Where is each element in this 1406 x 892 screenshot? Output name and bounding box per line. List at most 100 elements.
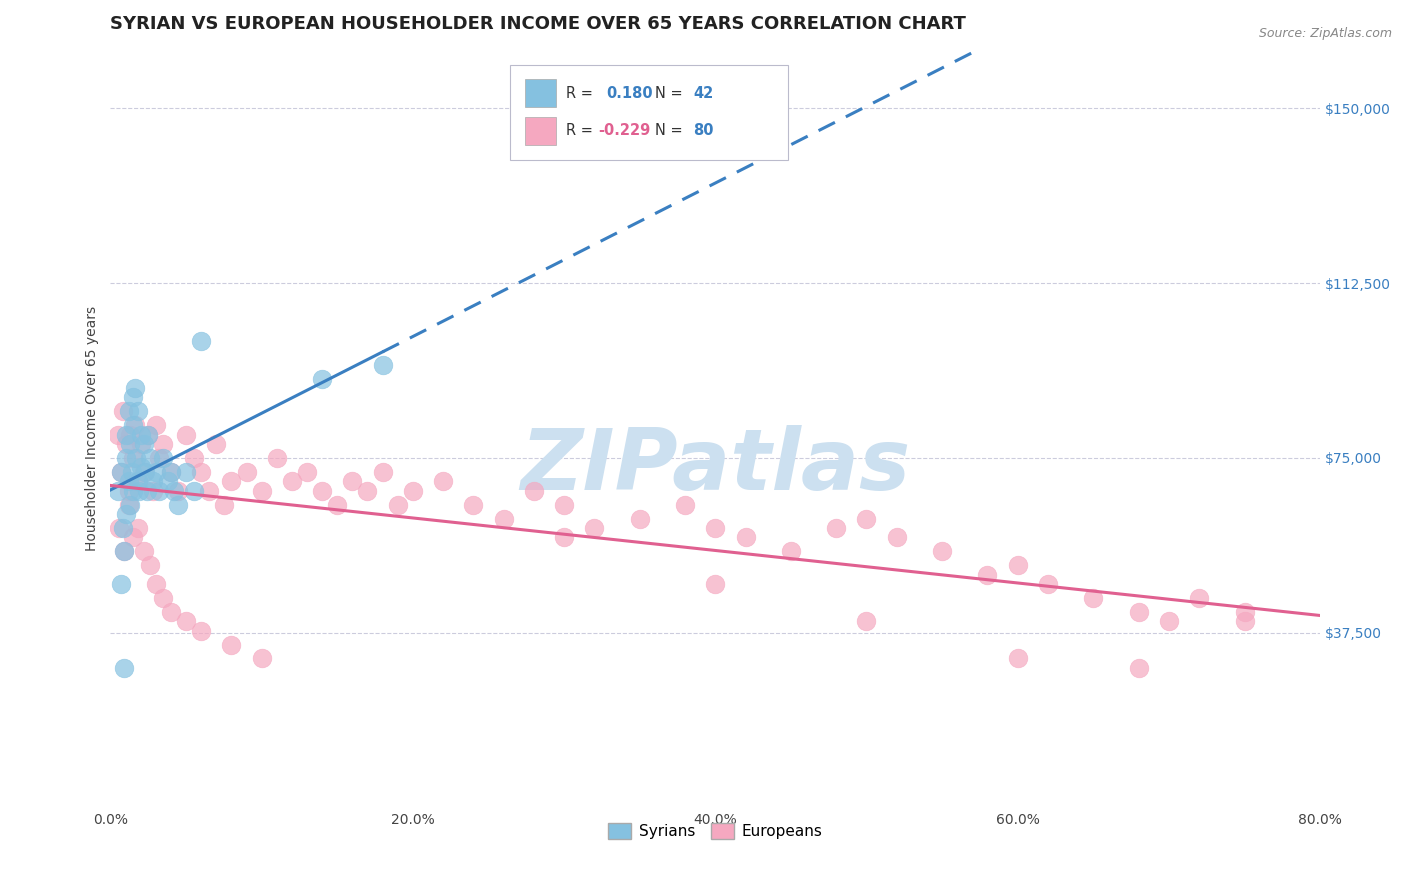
Text: R =: R =	[567, 123, 598, 138]
Point	[142, 483, 165, 498]
Point	[174, 465, 197, 479]
Point	[142, 475, 165, 489]
Point	[1083, 591, 1105, 605]
Point	[117, 475, 139, 489]
Point	[371, 465, 394, 479]
Point	[124, 418, 146, 433]
Point	[432, 475, 454, 489]
Point	[190, 334, 212, 349]
Point	[111, 404, 134, 418]
Point	[326, 498, 349, 512]
Point	[356, 483, 378, 498]
Point	[136, 427, 159, 442]
Point	[1128, 661, 1150, 675]
Point	[931, 544, 953, 558]
Point	[235, 465, 257, 479]
Point	[212, 498, 235, 512]
Point	[110, 465, 132, 479]
Text: N =: N =	[655, 123, 688, 138]
Point	[183, 483, 205, 498]
Point	[129, 437, 152, 451]
Text: 80: 80	[693, 123, 714, 138]
Point	[124, 381, 146, 395]
Point	[114, 437, 136, 451]
Point	[628, 511, 651, 525]
Point	[183, 450, 205, 465]
Point	[114, 427, 136, 442]
Point	[295, 465, 318, 479]
Point	[122, 530, 145, 544]
Point	[122, 418, 145, 433]
Point	[221, 638, 243, 652]
Point	[1233, 614, 1256, 628]
Point	[1188, 591, 1211, 605]
Point	[886, 530, 908, 544]
Point	[734, 530, 756, 544]
Point	[266, 450, 288, 465]
Point	[174, 427, 197, 442]
Point	[120, 437, 142, 451]
Point	[132, 465, 155, 479]
Point	[145, 577, 167, 591]
Text: ZIPatlas: ZIPatlas	[520, 425, 911, 508]
Point	[128, 483, 150, 498]
Point	[152, 450, 174, 465]
Point	[117, 483, 139, 498]
Point	[825, 521, 848, 535]
Point	[129, 427, 152, 442]
Point	[152, 591, 174, 605]
Point	[110, 465, 132, 479]
Point	[673, 498, 696, 512]
Point	[145, 465, 167, 479]
Point	[205, 437, 228, 451]
Point	[1036, 577, 1059, 591]
Point	[190, 465, 212, 479]
Point	[1157, 614, 1180, 628]
Text: 42: 42	[693, 86, 714, 101]
Point	[463, 498, 485, 512]
Point	[1007, 651, 1029, 665]
Point	[152, 437, 174, 451]
Y-axis label: Householder Income Over 65 years: Householder Income Over 65 years	[86, 306, 100, 551]
Point	[145, 418, 167, 433]
Point	[976, 567, 998, 582]
Point	[342, 475, 364, 489]
Point	[1233, 605, 1256, 619]
Point	[122, 390, 145, 404]
Point	[190, 624, 212, 638]
Point	[125, 450, 148, 465]
Point	[114, 450, 136, 465]
Legend: Syrians, Europeans: Syrians, Europeans	[602, 817, 828, 846]
Point	[107, 483, 129, 498]
Point	[138, 558, 160, 573]
Point	[156, 475, 179, 489]
Point	[553, 530, 575, 544]
Point	[704, 577, 727, 591]
Point	[780, 544, 803, 558]
Point	[281, 475, 304, 489]
Point	[167, 483, 190, 498]
Point	[136, 427, 159, 442]
Point	[311, 483, 333, 498]
FancyBboxPatch shape	[509, 65, 787, 160]
Point	[492, 511, 515, 525]
Bar	[526, 117, 555, 145]
Point	[371, 358, 394, 372]
Point	[135, 483, 157, 498]
Point	[855, 511, 877, 525]
Point	[553, 498, 575, 512]
Point	[129, 460, 152, 475]
Point	[134, 465, 156, 479]
Point	[112, 544, 135, 558]
Point	[120, 498, 142, 512]
Point	[132, 544, 155, 558]
Point	[107, 427, 129, 442]
Point	[1128, 605, 1150, 619]
Point	[148, 450, 170, 465]
Point	[112, 544, 135, 558]
Point	[167, 498, 190, 512]
Point	[122, 483, 145, 498]
Point	[110, 577, 132, 591]
Point	[174, 614, 197, 628]
Point	[221, 475, 243, 489]
